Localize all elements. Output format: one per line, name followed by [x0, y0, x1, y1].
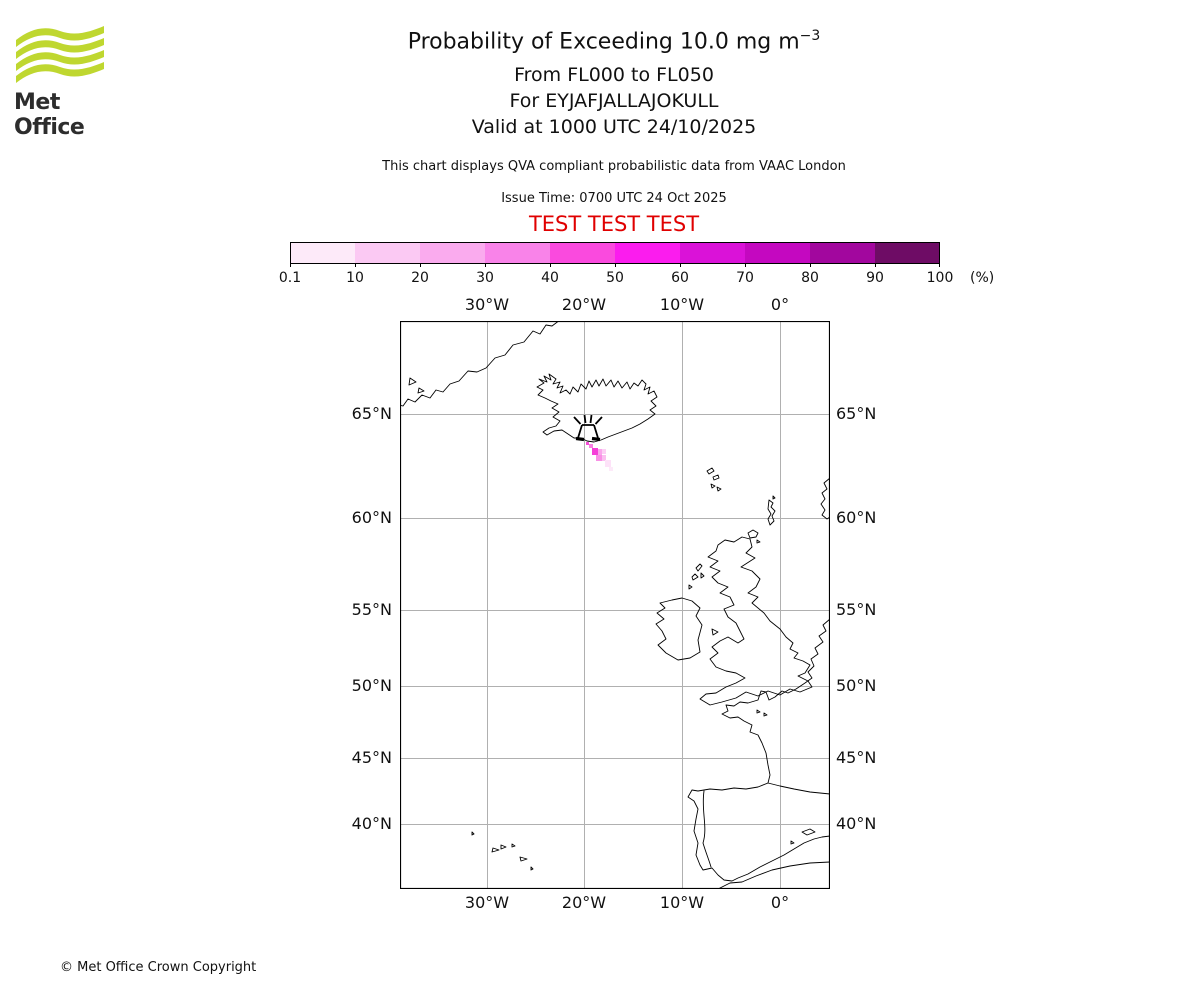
colorbar-tick-label: 20	[411, 270, 429, 286]
colorbar-tick-label: 10	[346, 270, 364, 286]
title-text: Probability of Exceeding 10.0 mg m	[407, 29, 800, 55]
lon-tick-top: 0°	[770, 295, 790, 314]
lon-tick-top: 20°W	[561, 295, 607, 314]
colorbar-tick-label: 80	[801, 270, 819, 286]
lat-tick-right: 50°N	[836, 676, 877, 695]
ash-probability-plume	[586, 442, 613, 471]
coast-orkney	[747, 529, 761, 544]
subtitle-volcano: For EYJAFJALLAJOKULL	[509, 90, 719, 112]
subtitle-valid-time: Valid at 1000 UTC 24/10/2025	[471, 116, 757, 138]
colorbar-frame	[290, 242, 940, 264]
coast-shetland	[767, 495, 776, 526]
probability-colorbar	[290, 242, 940, 272]
page-title: Probability of Exceeding 10.0 mg m−3	[28, 28, 1200, 54]
lat-tick-left: 65°N	[351, 404, 392, 423]
met-office-logo-text: Met Office	[14, 90, 85, 140]
volcano-eruption-icon	[573, 414, 603, 442]
colorbar-segment	[420, 243, 485, 263]
coast-ireland	[655, 597, 703, 661]
lon-tick-bottom: 0°	[770, 893, 790, 912]
colorbar-segment	[485, 243, 550, 263]
lon-tick-bottom: 30°W	[464, 893, 510, 912]
colorbar-segment	[745, 243, 810, 263]
map-canvas	[398, 319, 831, 890]
lat-tick-left: 60°N	[351, 508, 392, 527]
colorbar-tick-label: 30	[476, 270, 494, 286]
colorbar-swatches	[290, 242, 940, 267]
coast-great-britain	[699, 536, 813, 706]
coast-faroes	[706, 467, 722, 492]
colorbar-segment	[680, 243, 745, 263]
colorbar-tick-label: 40	[541, 270, 559, 286]
colorbar-segment	[290, 243, 355, 263]
coast-iceland	[536, 373, 658, 443]
lon-tick-bottom: 10°W	[659, 893, 705, 912]
lat-tick-left: 45°N	[351, 748, 392, 767]
lat-tick-right: 60°N	[836, 508, 877, 527]
graticule-grid	[400, 321, 830, 889]
coast-europe-mainland	[687, 618, 831, 882]
met-office-waves-icon	[16, 26, 104, 83]
subtitle-flight-levels: From FL000 to FL050	[514, 64, 714, 86]
colorbar-tick-label: 90	[866, 270, 884, 286]
qva-compliance-note: This chart displays QVA compliant probab…	[382, 159, 846, 174]
lat-tick-left: 50°N	[351, 676, 392, 695]
colorbar-segment	[875, 243, 940, 263]
met-office-logo: Met Office	[14, 24, 124, 140]
test-banner: TEST TEST TEST	[528, 212, 700, 236]
lat-tick-right: 40°N	[836, 814, 877, 833]
lon-tick-bottom: 20°W	[561, 893, 607, 912]
coast-azores	[471, 831, 534, 871]
colorbar-tick-label: 100	[926, 270, 954, 286]
lat-tick-right: 45°N	[836, 748, 877, 767]
lat-tick-right: 65°N	[836, 404, 877, 423]
colorbar-tick-label: 70	[736, 270, 754, 286]
coast-greenland	[398, 319, 561, 407]
colorbar-segment	[810, 243, 875, 263]
map-panel	[398, 319, 831, 890]
border-spain-portugal	[702, 790, 712, 868]
coast-norway	[820, 477, 831, 520]
colorbar-segment	[550, 243, 615, 263]
coast-hebrides	[688, 563, 705, 590]
colorbar-tick-label: 60	[671, 270, 689, 286]
coast-channel-islands	[756, 709, 768, 717]
coast-north-africa	[717, 861, 831, 890]
colorbar-segment	[615, 243, 680, 263]
lat-tick-right: 55°N	[836, 600, 877, 619]
border-france-spain	[767, 782, 831, 795]
coast-isle-of-man	[711, 628, 719, 636]
lat-tick-left: 55°N	[351, 600, 392, 619]
coast-greenland-islets	[408, 377, 425, 394]
colorbar-unit-label: (%)	[970, 270, 995, 286]
map-frame	[399, 320, 831, 890]
colorbar-tick-label: 0.1	[278, 270, 302, 286]
lon-tick-top: 30°W	[464, 295, 510, 314]
issue-time: Issue Time: 0700 UTC 24 Oct 2025	[501, 191, 727, 206]
copyright-notice: © Met Office Crown Copyright	[60, 960, 257, 975]
coast-balearics	[790, 828, 816, 845]
lat-tick-left: 40°N	[351, 814, 392, 833]
colorbar-tick-label: 50	[606, 270, 624, 286]
lon-tick-top: 10°W	[659, 295, 705, 314]
colorbar-ticks	[290, 263, 940, 267]
colorbar-segment	[355, 243, 420, 263]
title-exponent: −3	[799, 28, 821, 44]
coastlines	[398, 319, 831, 890]
